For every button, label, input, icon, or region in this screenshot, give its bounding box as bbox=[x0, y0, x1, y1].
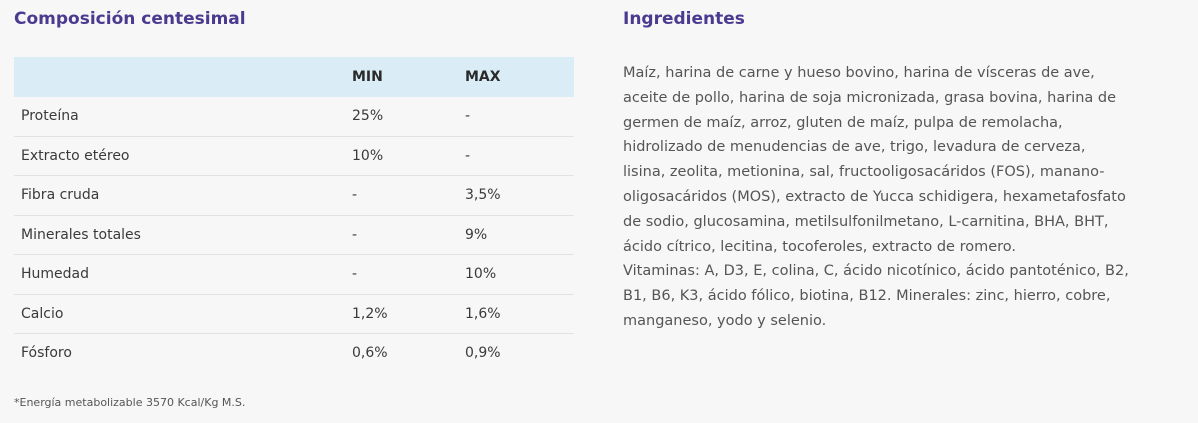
ingredients-line: aceite de pollo, harina de soja microniz… bbox=[623, 89, 1117, 106]
row-name: Fibra cruda bbox=[14, 175, 352, 216]
header-max: MAX bbox=[465, 57, 574, 97]
row-min: - bbox=[352, 175, 465, 216]
ingredients-line: Vitaminas: A, D3, E, colina, C, ácido ni… bbox=[623, 263, 1129, 280]
row-max: 0,9% bbox=[465, 345, 501, 362]
row-min: 10% bbox=[352, 136, 465, 176]
ingredients-line: B1, B6, K3, ácido fólico, biotina, B12. … bbox=[623, 288, 1111, 305]
row-name: Minerales totales bbox=[14, 215, 352, 255]
header-name bbox=[14, 57, 352, 97]
ingredients-line: ácido cítrico, lecitina, tocoferoles, ex… bbox=[623, 238, 1017, 255]
header-min: MIN bbox=[352, 57, 465, 97]
row-max: - bbox=[465, 136, 574, 176]
row-min: - bbox=[352, 254, 465, 295]
table-row: Fósforo 0,6% 0,9% bbox=[14, 334, 574, 373]
ingredients-line: Maíz, harina de carne y hueso bovino, ha… bbox=[623, 65, 1095, 81]
ingredients-line: germen de maíz, arroz, gluten de maíz, p… bbox=[623, 114, 1063, 131]
energy-footnote: *Energía metabolizable 3570 Kcal/Kg M.S. bbox=[14, 396, 246, 409]
table-header-row: MIN MAX bbox=[14, 57, 574, 97]
table-row: Humedad - 10% bbox=[14, 254, 574, 295]
row-max: - bbox=[465, 97, 574, 137]
table-row: Minerales totales - 9% bbox=[14, 215, 574, 255]
table-row: Fibra cruda - 3,5% bbox=[14, 175, 574, 216]
ingredients-text: Maíz, harina de carne y hueso bovino, ha… bbox=[623, 61, 1188, 334]
composition-table: MIN MAX Proteína 25% - Extracto etéreo 1… bbox=[14, 57, 574, 373]
row-name: Proteína bbox=[14, 97, 352, 137]
ingredients-line: oligosacáridos (MOS), extracto de Yucca … bbox=[623, 188, 1126, 205]
ingredients-line: manganeso, yodo y selenio. bbox=[623, 312, 827, 329]
row-min: 0,6% bbox=[352, 345, 388, 362]
row-max: 10% bbox=[465, 254, 574, 295]
row-max: 1,6% bbox=[465, 294, 574, 334]
row-name: Extracto etéreo bbox=[14, 136, 352, 176]
ingredients-title: Ingredientes bbox=[623, 9, 745, 29]
row-min: 25% bbox=[352, 97, 465, 137]
row-min: 1,2% bbox=[352, 294, 465, 334]
ingredients-line: lisina, zeolita, metionina, sal, fructoo… bbox=[623, 164, 1105, 181]
ingredients-line: de sodio, glucosamina, metilsulfonilmeta… bbox=[623, 213, 1109, 230]
row-min: - bbox=[352, 215, 465, 255]
ingredients-line: hidrolizado de menudencias de ave, trigo… bbox=[623, 139, 1086, 156]
row-max: 3,5% bbox=[465, 175, 574, 216]
row-name: Calcio bbox=[14, 294, 352, 334]
table-row: Calcio 1,2% 1,6% bbox=[14, 294, 574, 334]
row-name: Humedad bbox=[14, 254, 352, 295]
table-row: Proteína 25% - bbox=[14, 97, 574, 137]
composition-title: Composición centesimal bbox=[14, 9, 246, 29]
table-row: Extracto etéreo 10% - bbox=[14, 136, 574, 176]
row-name: Fósforo bbox=[21, 345, 72, 362]
row-max: 9% bbox=[465, 215, 574, 255]
